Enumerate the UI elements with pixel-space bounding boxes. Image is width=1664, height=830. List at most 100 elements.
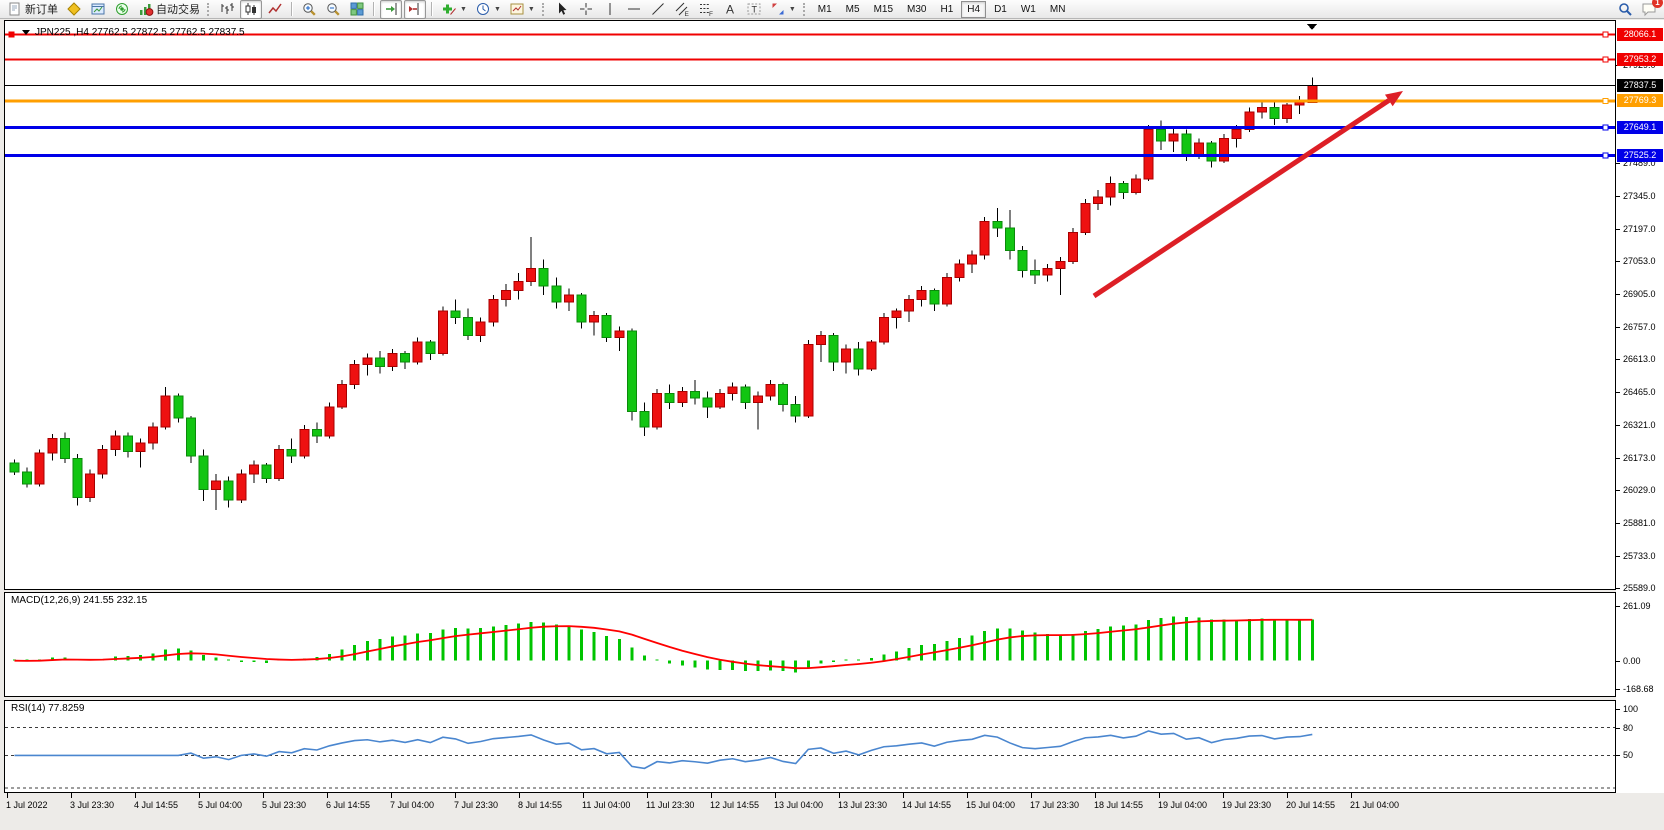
periods-button[interactable]: ▼ — [472, 0, 504, 19]
rsi-panel[interactable]: RSI(14) 77.8259 — [4, 700, 1616, 793]
line-handle[interactable] — [8, 31, 15, 38]
candle-body — [97, 448, 108, 475]
axis-tick — [1616, 605, 1620, 607]
main-chart-panel[interactable]: JPN225 ,H4 27762.5 27872.5 27762.5 27837… — [4, 20, 1616, 590]
main-chart-canvas[interactable] — [5, 21, 1615, 589]
line-handle[interactable] — [1602, 31, 1609, 38]
charts-button[interactable] — [87, 0, 109, 19]
text-button[interactable]: A — [719, 0, 741, 19]
cursor-button[interactable] — [551, 0, 573, 19]
candle-body — [689, 390, 700, 399]
candle-body — [488, 299, 499, 323]
rsi-canvas[interactable] — [5, 701, 1615, 792]
axis-tick — [1616, 523, 1620, 525]
indicators-button[interactable]: ▼ — [438, 0, 470, 19]
line-handle[interactable] — [1602, 56, 1609, 63]
price-tick-label: 26029.0 — [1623, 484, 1656, 495]
text-label-button[interactable]: T — [743, 0, 765, 19]
tf-h4-button[interactable]: H4 — [961, 0, 987, 18]
price-tag-27837.5[interactable]: 27837.5 — [1617, 79, 1663, 92]
profiles-button[interactable] — [63, 0, 85, 19]
equidistant-channel-button[interactable]: E — [671, 0, 693, 19]
chart-shift-button[interactable] — [404, 0, 426, 19]
price-tag-27525.2[interactable]: 27525.2 — [1617, 148, 1663, 162]
equidistant-channel-icon: E — [674, 1, 690, 17]
macd-canvas[interactable] — [5, 593, 1615, 696]
tf-m30-button[interactable]: M30 — [901, 1, 932, 18]
toolbar: 新订单 自动交易 ▼ ▼ ▼ E F A T ▼ M1 M5 M15 M30 H1 H4 D1 W1 MN 1 — [0, 0, 1664, 19]
crosshair-button[interactable] — [575, 0, 597, 19]
new-order-button[interactable]: 新订单 — [4, 0, 61, 19]
vertical-line-button[interactable] — [599, 0, 621, 19]
price-tick-label: 27053.0 — [1623, 255, 1656, 266]
candle-body — [110, 435, 121, 450]
auto-scroll-button[interactable] — [380, 0, 402, 19]
candle-body — [626, 330, 637, 412]
axis-tick — [1616, 727, 1620, 729]
candle-body — [841, 348, 852, 363]
tf-h1-button[interactable]: H1 — [934, 1, 959, 18]
candlestick-button[interactable] — [240, 0, 262, 19]
candle-body — [1193, 142, 1204, 155]
trend-arrow[interactable] — [1092, 91, 1403, 299]
candle-body — [752, 395, 763, 403]
tf-m1-button[interactable]: M1 — [812, 1, 838, 18]
price-tag-27953.2[interactable]: 27953.2 — [1617, 53, 1663, 67]
candle-body — [1156, 129, 1167, 142]
candle-body — [1256, 106, 1267, 113]
toolbar-separator — [431, 2, 433, 16]
vertical-line-icon — [602, 1, 618, 17]
price-tag-28066.1[interactable]: 28066.1 — [1617, 27, 1663, 41]
templates-button[interactable]: ▼ — [506, 0, 538, 19]
bar-chart-button[interactable] — [216, 0, 238, 19]
candle-body — [563, 294, 574, 303]
line-chart-button[interactable] — [264, 0, 286, 19]
autotrading-button[interactable]: 自动交易 — [135, 0, 203, 19]
line-handle[interactable] — [1602, 124, 1609, 131]
candle-body — [122, 435, 133, 453]
tf-m5-button[interactable]: M5 — [840, 1, 866, 18]
candle-body — [1282, 104, 1293, 119]
date-label: 3 Jul 23:30 — [70, 800, 115, 810]
price-tag-27649.1[interactable]: 27649.1 — [1617, 121, 1663, 135]
chart-collapse-icon[interactable] — [22, 30, 30, 35]
fibonacci-button[interactable]: F — [695, 0, 717, 19]
axis-tick — [1616, 588, 1620, 590]
candle-body — [1168, 133, 1179, 142]
date-tick — [583, 793, 584, 798]
zoom-in-button[interactable] — [298, 0, 320, 19]
chat-button[interactable]: 1 — [1638, 0, 1663, 19]
date-tick — [775, 793, 776, 798]
candle-body — [1030, 270, 1041, 276]
horizontal-line-button[interactable] — [623, 0, 645, 19]
tf-w1-button[interactable]: W1 — [1015, 1, 1042, 18]
tf-mn-button[interactable]: MN — [1044, 1, 1072, 18]
candle-body — [9, 462, 20, 473]
zoom-out-button[interactable] — [322, 0, 344, 19]
candle-body — [148, 426, 159, 444]
candle-body — [261, 464, 272, 480]
price-tag-27769.3[interactable]: 27769.3 — [1617, 94, 1663, 108]
candle-body — [614, 330, 625, 339]
date-tick — [199, 793, 200, 798]
toolbar-right: 1 — [1613, 0, 1663, 19]
candle-body — [173, 395, 184, 419]
axis-tick — [1616, 359, 1620, 361]
candle-body — [904, 299, 915, 312]
date-tick — [903, 793, 904, 798]
axis-tick — [1616, 708, 1620, 710]
tile-windows-button[interactable] — [346, 0, 368, 19]
line-handle[interactable] — [1602, 152, 1609, 159]
tf-m15-button[interactable]: M15 — [868, 1, 899, 18]
trendline-button[interactable] — [647, 0, 669, 19]
line-handle[interactable] — [1602, 97, 1609, 104]
axis-tick — [1616, 163, 1620, 165]
tf-m30-label: M30 — [907, 3, 927, 15]
signals-button[interactable] — [111, 0, 133, 19]
tf-d1-button[interactable]: D1 — [988, 1, 1013, 18]
macd-panel[interactable]: MACD(12,26,9) 241.55 232.15 — [4, 592, 1616, 697]
new-order-icon — [7, 1, 23, 17]
search-button[interactable] — [1614, 0, 1636, 19]
arrows-button[interactable]: ▼ — [767, 0, 799, 19]
